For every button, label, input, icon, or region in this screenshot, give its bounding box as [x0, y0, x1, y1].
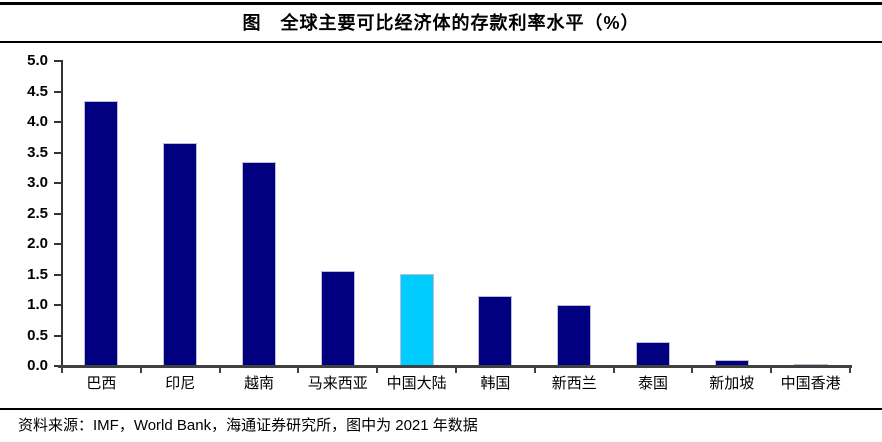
- bar-slice-越南: [220, 61, 299, 366]
- chart-title: 图 全球主要可比经济体的存款利率水平（%）: [242, 13, 640, 33]
- bar-slice-中国香港: [771, 61, 850, 366]
- x-category-label-中国大陆: 中国大陆: [386, 375, 447, 392]
- y-tick-label: 2.0: [27, 235, 48, 252]
- bar-slice-新加坡: [692, 61, 771, 366]
- y-tick-mark: [54, 304, 62, 306]
- x-tick-mark: [218, 368, 221, 373]
- x-tick-mark: [61, 368, 63, 373]
- bar-slice-马来西亚: [298, 61, 377, 366]
- bar-slice-巴西: [62, 61, 141, 366]
- y-axis-line: [61, 60, 63, 368]
- bar-马来西亚: [320, 271, 355, 366]
- x-category-label-越南: 越南: [243, 375, 274, 392]
- x-category-label-印尼: 印尼: [165, 375, 196, 392]
- y-tick-mark: [54, 334, 62, 337]
- title-divider-rule: [0, 41, 882, 43]
- y-tick-label: 3.5: [27, 143, 48, 161]
- x-category-label-泰国: 泰国: [637, 375, 668, 392]
- x-tick-mark: [770, 368, 773, 373]
- y-tick-label: 0.0: [27, 357, 48, 374]
- bar-新西兰: [557, 305, 592, 366]
- bar-slice-印尼: [141, 61, 220, 366]
- bar-slice-韩国: [456, 61, 535, 366]
- y-tick-mark: [54, 243, 62, 245]
- bar-越南: [241, 162, 276, 366]
- x-category-label-韩国: 韩国: [480, 375, 511, 392]
- x-tick-mark: [691, 368, 694, 373]
- x-category-label-新西兰: 新西兰: [551, 375, 597, 392]
- x-tick-mark: [849, 368, 851, 373]
- y-tick-label: 1.5: [27, 265, 48, 283]
- bar-slice-中国大陆: [377, 61, 456, 366]
- y-tick-label: 4.0: [27, 113, 48, 130]
- x-tick-mark: [612, 368, 615, 373]
- y-tick-label: 0.5: [27, 326, 48, 344]
- y-tick-mark: [54, 60, 62, 62]
- y-tick-mark: [54, 212, 62, 215]
- bar-印尼: [163, 143, 198, 366]
- x-tick-mark: [533, 368, 536, 373]
- y-tick-label: 1.0: [27, 296, 48, 313]
- x-category-label-中国香港: 中国香港: [780, 375, 841, 392]
- x-category-label-马来西亚: 马来西亚: [307, 375, 368, 392]
- x-tick-mark: [297, 368, 300, 373]
- top-border-rule: [0, 2, 882, 5]
- x-category-label-巴西: 巴西: [86, 375, 117, 392]
- bar-中国大陆: [399, 274, 434, 366]
- y-tick-label: 4.5: [27, 82, 48, 100]
- source-note: 资料来源：IMF，World Bank，海通证券研究所，图中为 2021 年数据: [18, 417, 478, 434]
- y-tick-mark: [54, 90, 62, 93]
- y-tick-label: 2.5: [27, 204, 48, 222]
- bar-slice-泰国: [614, 61, 693, 366]
- bar-巴西: [84, 101, 119, 366]
- y-tick-label: 5.0: [27, 52, 48, 69]
- bar-泰国: [635, 342, 670, 366]
- x-axis-line: [58, 365, 852, 368]
- y-tick-mark: [54, 273, 62, 276]
- y-tick-label: 3.0: [27, 174, 48, 191]
- y-tick-mark: [54, 182, 62, 184]
- y-tick-mark: [54, 121, 62, 123]
- source-divider-rule: [0, 408, 882, 410]
- bar-slice-新西兰: [535, 61, 614, 366]
- y-tick-mark: [54, 151, 62, 154]
- x-tick-mark: [455, 368, 457, 373]
- x-category-label-新加坡: 新加坡: [709, 375, 755, 392]
- plot-area: [62, 61, 850, 366]
- x-tick-mark: [139, 368, 142, 373]
- x-tick-mark: [376, 368, 379, 373]
- bar-韩国: [478, 296, 513, 366]
